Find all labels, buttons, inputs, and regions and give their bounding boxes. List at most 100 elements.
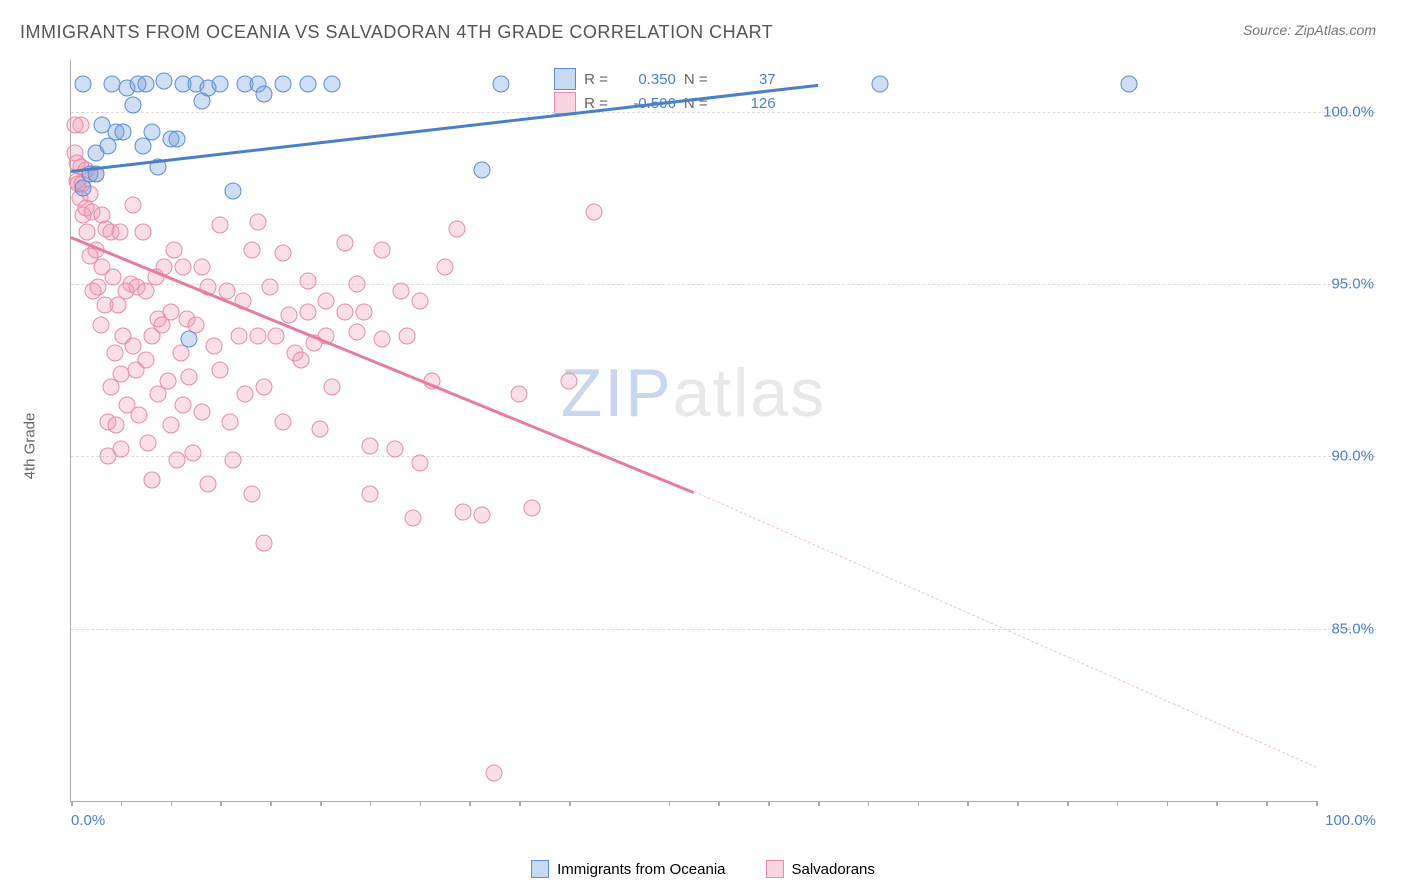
- data-point: [107, 417, 124, 434]
- data-point: [455, 503, 472, 520]
- x-tick-mark: [1216, 801, 1218, 806]
- data-point: [511, 386, 528, 403]
- data-point: [212, 76, 229, 93]
- legend-label-pink: Salvadorans: [792, 861, 875, 878]
- data-point: [168, 131, 185, 148]
- x-tick-mark: [1067, 801, 1069, 806]
- gridline: [71, 456, 1376, 457]
- x-tick-mark: [967, 801, 969, 806]
- data-point: [160, 372, 177, 389]
- x-tick-mark: [1117, 801, 1119, 806]
- data-point: [193, 258, 210, 275]
- data-point: [255, 379, 272, 396]
- data-point: [249, 327, 266, 344]
- data-point: [399, 327, 416, 344]
- x-tick-mark: [868, 801, 870, 806]
- data-point: [299, 303, 316, 320]
- data-point: [299, 272, 316, 289]
- legend-item-blue: Immigrants from Oceania: [531, 860, 725, 878]
- data-point: [392, 282, 409, 299]
- data-point: [274, 413, 291, 430]
- data-point: [274, 76, 291, 93]
- data-point: [224, 451, 241, 468]
- data-point: [156, 72, 173, 89]
- x-tick-mark: [718, 801, 720, 806]
- data-point: [318, 293, 335, 310]
- data-point: [336, 234, 353, 251]
- x-tick-mark: [71, 801, 73, 806]
- watermark-zip: ZIP: [561, 355, 673, 431]
- data-point: [585, 203, 602, 220]
- data-point: [448, 220, 465, 237]
- data-point: [185, 444, 202, 461]
- data-point: [175, 396, 192, 413]
- data-point: [112, 441, 129, 458]
- data-point: [131, 407, 148, 424]
- data-point: [212, 362, 229, 379]
- data-point: [255, 86, 272, 103]
- data-point: [140, 434, 157, 451]
- data-point: [222, 413, 239, 430]
- data-point: [349, 276, 366, 293]
- x-tick-mark: [320, 801, 322, 806]
- x-tick-mark: [1316, 801, 1318, 806]
- data-point: [231, 327, 248, 344]
- legend-square-pink: [766, 860, 784, 878]
- data-point: [249, 214, 266, 231]
- y-tick-label: 95.0%: [1331, 276, 1374, 293]
- data-point: [336, 303, 353, 320]
- legend-label-blue: Immigrants from Oceania: [557, 861, 725, 878]
- r-value-blue: 0.350: [616, 71, 676, 88]
- data-point: [224, 182, 241, 199]
- data-point: [137, 76, 154, 93]
- data-point: [361, 486, 378, 503]
- data-point: [237, 386, 254, 403]
- data-point: [125, 196, 142, 213]
- data-point: [312, 420, 329, 437]
- data-point: [274, 245, 291, 262]
- data-point: [143, 472, 160, 489]
- data-point: [125, 96, 142, 113]
- swatch-pink: [554, 92, 576, 114]
- legend-row-blue: R = 0.350 N = 37: [554, 68, 776, 90]
- data-point: [212, 217, 229, 234]
- r-label: R =: [584, 71, 608, 88]
- data-point: [90, 279, 107, 296]
- data-point: [162, 417, 179, 434]
- x-tick-mark: [370, 801, 372, 806]
- x-tick-mark: [220, 801, 222, 806]
- data-point: [1121, 76, 1138, 93]
- x-tick-mark: [519, 801, 521, 806]
- data-point: [361, 438, 378, 455]
- x-tick-mark: [1167, 801, 1169, 806]
- x-tick-mark: [768, 801, 770, 806]
- x-tick-mark: [818, 801, 820, 806]
- y-tick-label: 85.0%: [1331, 620, 1374, 637]
- x-tick-mark: [420, 801, 422, 806]
- data-point: [293, 351, 310, 368]
- x-tick-mark: [918, 801, 920, 806]
- data-point: [492, 76, 509, 93]
- data-point: [206, 338, 223, 355]
- data-point: [111, 224, 128, 241]
- data-point: [79, 224, 96, 241]
- x-tick-mark: [569, 801, 571, 806]
- data-point: [143, 124, 160, 141]
- series-legend: Immigrants from Oceania Salvadorans: [0, 860, 1406, 878]
- trend-line: [71, 84, 818, 173]
- x-tick-mark: [121, 801, 123, 806]
- data-point: [280, 307, 297, 324]
- x-tick-mark: [270, 801, 272, 806]
- data-point: [324, 379, 341, 396]
- data-point: [436, 258, 453, 275]
- data-point: [473, 506, 490, 523]
- data-point: [349, 324, 366, 341]
- data-point: [92, 317, 109, 334]
- data-point: [115, 124, 132, 141]
- data-point: [262, 279, 279, 296]
- data-point: [243, 241, 260, 258]
- data-point: [135, 224, 152, 241]
- trend-line: [71, 236, 694, 493]
- y-tick-label: 90.0%: [1331, 448, 1374, 465]
- data-point: [181, 369, 198, 386]
